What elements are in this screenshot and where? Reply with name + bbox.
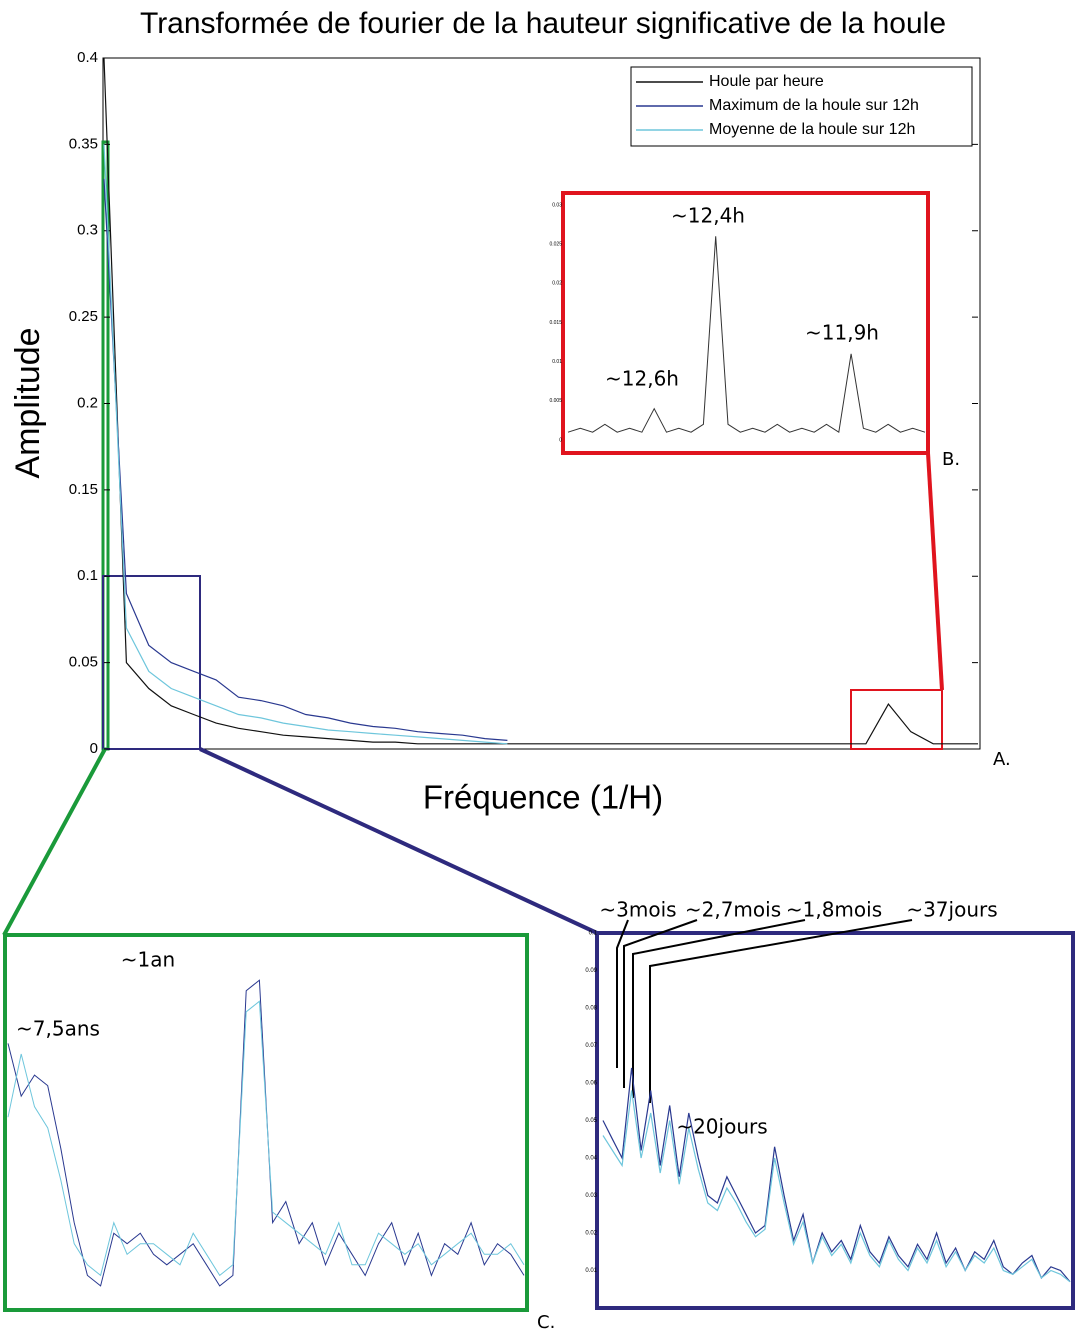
y-tick-label: 0.1: [77, 567, 98, 584]
y-tick-label: 0.25: [69, 308, 98, 325]
inset-frame: [3, 933, 529, 1312]
annotation: ~12,6h: [605, 367, 679, 391]
annotation: ~1an: [121, 948, 175, 972]
legend-label: Moyenne de la houle sur 12h: [709, 121, 915, 138]
legend-label: Houle par heure: [709, 73, 824, 90]
y-tick-label: 0.025: [549, 241, 562, 247]
annotation: ~11,9h: [805, 321, 879, 345]
y-tick-label: 0.005: [549, 398, 562, 404]
series-line: [103, 178, 508, 741]
y-axis-label: Amplitude: [9, 327, 47, 478]
legend-label: Maximum de la houle sur 12h: [709, 97, 919, 114]
zoom-rect-red: [850, 689, 943, 750]
y-tick-label: 0.04: [585, 1156, 597, 1162]
connector: [199, 747, 598, 935]
annotation: ~1,8mois: [786, 898, 882, 922]
chart-title: Transformée de fourier de la hauteur sig…: [140, 7, 946, 40]
zoom-rect-blue: [102, 575, 201, 750]
series-line: [602, 1067, 1071, 1283]
annotation: ~7,5ans: [16, 1017, 100, 1041]
y-tick-label: 0.4: [77, 49, 98, 66]
y-tick-label: 0.2: [77, 394, 98, 411]
y-tick-label: 0.02: [552, 281, 562, 287]
y-tick-label: 0.15: [69, 481, 98, 498]
series-line: [7, 1000, 525, 1277]
connector: [2, 748, 107, 936]
y-tick-label: 0.06: [585, 1081, 597, 1087]
y-tick-label: 0.05: [69, 654, 98, 671]
annotation: ~3mois: [599, 898, 676, 922]
panel-label: C.: [537, 1312, 555, 1333]
panel-label: A.: [993, 749, 1011, 770]
panel-label: B.: [942, 449, 960, 470]
y-tick-label: 0.03: [552, 202, 562, 208]
annotation-leaders: [616, 919, 913, 1103]
y-tick-label: 0.3: [77, 222, 98, 239]
series-line: [103, 144, 508, 745]
y-tick-label: 0.02: [585, 1231, 597, 1237]
inset-frame: [561, 191, 930, 455]
annotation: ~20jours: [676, 1115, 767, 1139]
y-tick-label: 0: [90, 740, 98, 757]
y-tick-label: 0.08: [585, 1006, 597, 1012]
annotation: ~12,4h: [671, 204, 745, 228]
y-tick-label: 0.03: [585, 1193, 597, 1199]
connector: [926, 452, 944, 691]
x-axis-label: Fréquence (1/H): [423, 779, 663, 816]
series-line: [567, 236, 926, 434]
inset-frame: [595, 931, 1075, 1310]
series-line: [103, 57, 978, 745]
y-tick-label: 0.1: [589, 931, 598, 937]
annotation: ~37jours: [906, 898, 997, 922]
y-tick-label: 0.07: [585, 1043, 597, 1049]
y-tick-label: 0.35: [69, 135, 98, 152]
series-line: [602, 1090, 1071, 1283]
y-tick-label: 0.015: [549, 320, 562, 326]
annotation: ~2,7mois: [685, 898, 781, 922]
y-tick-label: 0.09: [585, 968, 597, 974]
y-tick-label: 0: [559, 437, 562, 443]
y-tick-label: 0.01: [552, 359, 562, 365]
y-tick-label: 0.01: [585, 1268, 597, 1274]
y-tick-label: 0.05: [585, 1118, 597, 1124]
